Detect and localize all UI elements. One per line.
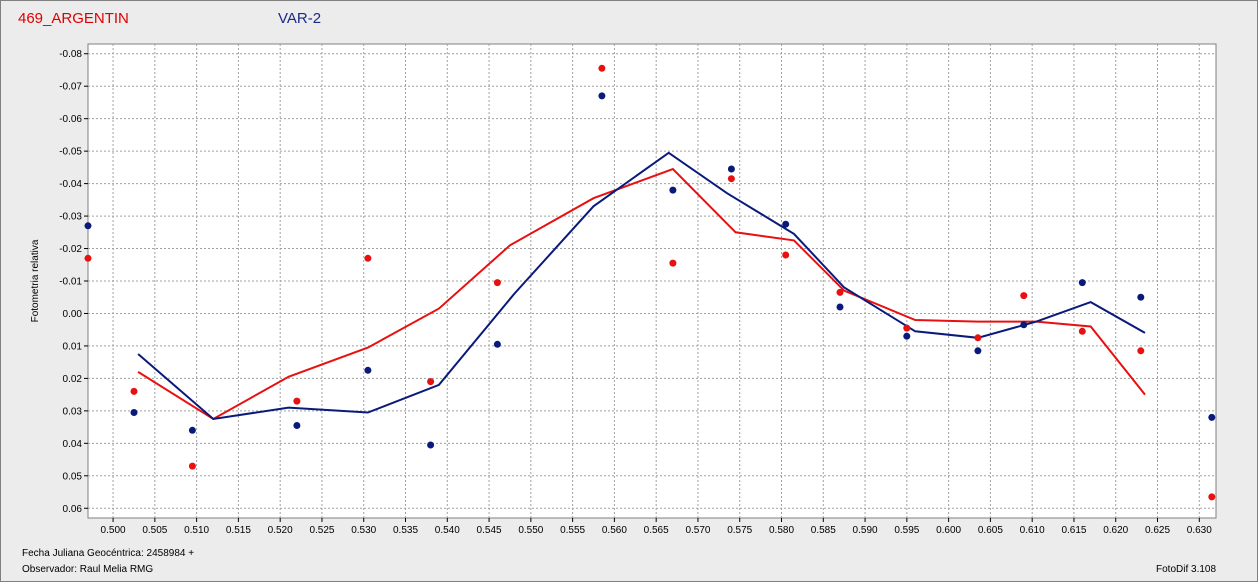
y-tick-label: -0.03: [59, 212, 82, 223]
x-tick-label: 0.580: [769, 525, 794, 536]
x-tick-label: 0.500: [101, 525, 126, 536]
blue-data-point: [669, 186, 677, 194]
x-axis-ticks: 0.500 0.505 0.510 0.515 0.520 0.525 0.530 0.535…: [101, 518, 1212, 536]
y-tick-label: -0.06: [59, 114, 82, 125]
object-title: 469_ARGENTIN: [18, 10, 129, 27]
y-axis-label: Fotometria relativa: [30, 239, 41, 322]
red-data-point: [1137, 347, 1145, 355]
red-data-point: [974, 334, 982, 342]
blue-data-point: [1078, 279, 1086, 287]
y-tick-label: -0.01: [59, 277, 82, 288]
x-tick-label: 0.590: [853, 525, 878, 536]
red-data-point: [1208, 493, 1216, 501]
x-tick-label: 0.560: [602, 525, 627, 536]
x-tick-label: 0.520: [268, 525, 293, 536]
y-tick-label: 0.02: [63, 374, 83, 385]
blue-data-point: [903, 332, 911, 340]
x-tick-label: 0.515: [226, 525, 251, 536]
blue-data-point: [364, 366, 372, 374]
red-data-point: [1078, 327, 1086, 335]
x-tick-label: 0.585: [811, 525, 836, 536]
x-tick-label: 0.550: [518, 525, 543, 536]
x-tick-label: 0.535: [393, 525, 418, 536]
x-tick-label: 0.505: [142, 525, 167, 536]
y-tick-label: 0.06: [63, 504, 83, 515]
x-tick-label: 0.545: [477, 525, 502, 536]
y-tick-label: -0.05: [59, 147, 82, 158]
observer-label: Observador: Raul Melia RMG: [22, 564, 154, 575]
red-data-point: [669, 259, 677, 267]
y-tick-label: -0.02: [59, 244, 82, 255]
blue-data-point: [84, 222, 92, 230]
julian-date-label: Fecha Juliana Geocéntrica: 2458984 +: [22, 548, 195, 559]
blue-data-point: [1020, 321, 1028, 329]
x-tick-label: 0.555: [560, 525, 585, 536]
x-tick-label: 0.630: [1187, 525, 1212, 536]
y-tick-label: -0.08: [59, 49, 82, 60]
red-data-point: [427, 378, 435, 386]
x-tick-label: 0.525: [309, 525, 334, 536]
blue-data-point: [1137, 293, 1145, 301]
x-tick-label: 0.575: [727, 525, 752, 536]
blue-data-point: [1208, 413, 1216, 421]
grid-lines: [88, 44, 1216, 518]
x-tick-label: 0.595: [894, 525, 919, 536]
red-data-point: [903, 324, 911, 332]
series-lines: [137, 151, 1146, 421]
blue-data-point: [130, 409, 138, 416]
red-data-point: [836, 288, 844, 296]
y-tick-label: 0.04: [63, 439, 83, 450]
blue-series-line: [137, 151, 1146, 421]
y-tick-label: -0.07: [59, 82, 82, 93]
x-tick-label: 0.620: [1103, 525, 1128, 536]
software-version-label: FotoDif 3.108: [1156, 564, 1217, 575]
x-tick-label: 0.600: [936, 525, 961, 536]
x-tick-label: 0.605: [978, 525, 1003, 536]
series-points: [84, 64, 1216, 501]
red-data-point: [364, 254, 372, 262]
blue-data-point: [974, 347, 982, 355]
red-data-point: [727, 175, 735, 183]
y-tick-label: 0.00: [63, 309, 83, 320]
red-data-point: [130, 387, 138, 395]
blue-data-point: [188, 426, 196, 434]
x-tick-label: 0.530: [351, 525, 376, 536]
red-data-point: [1020, 292, 1028, 300]
blue-data-point: [427, 441, 435, 449]
x-tick-label: 0.615: [1061, 525, 1086, 536]
red-data-point: [598, 64, 606, 72]
x-tick-label: 0.625: [1145, 525, 1170, 536]
x-tick-label: 0.540: [435, 525, 460, 536]
y-axis-ticks: -0.08 -0.07 -0.06 -0.05 -0.04 -0.03 -0.02 -0.01…: [59, 49, 88, 515]
x-tick-label: 0.570: [685, 525, 710, 536]
y-tick-label: 0.05: [63, 471, 83, 482]
x-tick-label: 0.510: [184, 525, 209, 536]
blue-data-point: [493, 340, 501, 348]
blue-data-point: [727, 165, 735, 173]
red-data-point: [493, 279, 501, 287]
red-data-point: [293, 397, 301, 405]
variable-title: VAR-2: [278, 10, 322, 27]
x-tick-label: 0.565: [644, 525, 669, 536]
blue-data-point: [782, 220, 790, 228]
y-tick-label: 0.03: [63, 406, 83, 417]
y-tick-label: 0.01: [63, 341, 83, 352]
red-series-line: [137, 167, 1146, 421]
x-tick-label: 0.610: [1020, 525, 1045, 536]
blue-data-point: [293, 422, 301, 429]
blue-data-point: [836, 303, 844, 311]
red-data-point: [84, 254, 92, 262]
y-tick-label: -0.04: [59, 179, 82, 190]
red-data-point: [782, 251, 790, 259]
red-data-point: [188, 462, 196, 470]
blue-data-point: [598, 92, 606, 100]
